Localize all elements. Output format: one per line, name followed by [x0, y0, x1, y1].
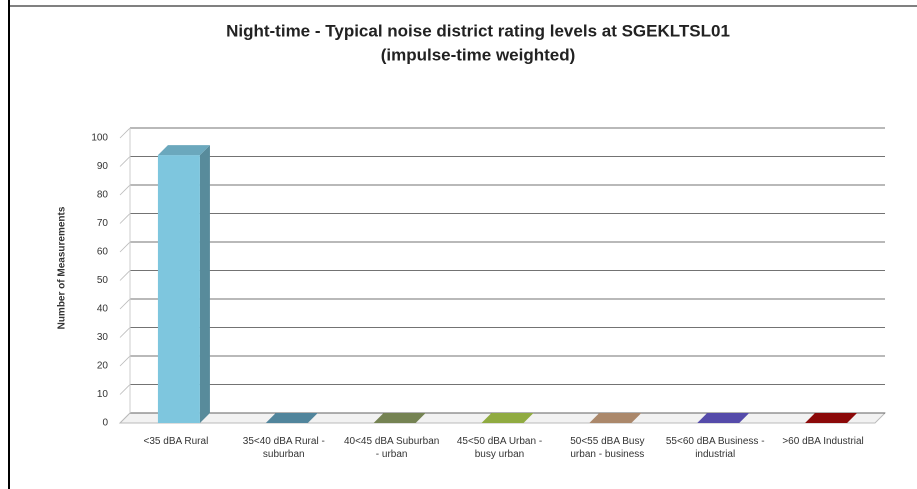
- y-tick-label: 40: [97, 304, 109, 315]
- grid-side: [119, 355, 131, 367]
- grid-side: [119, 184, 131, 196]
- grid-side: [119, 156, 131, 167]
- grid-side: [119, 270, 131, 281]
- chart-title: Night-time - Typical noise district rati…: [226, 21, 730, 40]
- y-tick-label: 30: [97, 332, 109, 343]
- x-tick-label: >60 dBA Industrial: [782, 436, 864, 447]
- y-tick-label: 20: [97, 361, 109, 372]
- grid-side: [119, 127, 131, 139]
- y-tick-label: 80: [97, 190, 109, 201]
- x-tick-label: 35<40 dBA Rural - suburban: [242, 436, 325, 460]
- grid-side: [119, 327, 131, 338]
- bar-top: [805, 413, 858, 423]
- bar-top: [373, 413, 426, 423]
- bar-top: [589, 413, 642, 423]
- y-tick-label: 0: [102, 418, 108, 429]
- y-tick-label: 70: [97, 218, 109, 229]
- bar-side: [199, 145, 210, 423]
- y-axis-label: Number of Measurements: [57, 206, 68, 329]
- grid-side: [119, 213, 131, 224]
- y-tick-label: 50: [97, 275, 109, 286]
- x-tick-label: 45<50 dBA Urban - busy urban: [456, 436, 543, 460]
- y-tick-label: 10: [97, 389, 109, 400]
- grid-side: [119, 241, 131, 253]
- x-tick-label: 40<45 dBA Suburban - urban: [343, 436, 440, 460]
- x-tick-label: 50<55 dBA Busy urban - business: [570, 436, 645, 460]
- chart-subtitle: (impulse-time weighted): [381, 45, 576, 64]
- bar: [157, 155, 200, 423]
- bar-top: [481, 413, 534, 423]
- bar-top: [265, 413, 318, 423]
- x-tick-label: 55<60 dBA Business - industrial: [665, 436, 765, 460]
- grid-side: [119, 384, 131, 395]
- grid-side: [119, 298, 131, 310]
- bar-top: [157, 145, 210, 156]
- y-tick-label: 60: [97, 247, 109, 258]
- y-tick-label: 100: [91, 133, 108, 144]
- grid-side: [119, 412, 131, 424]
- x-tick-label: <35 dBA Rural: [143, 436, 209, 447]
- y-tick-label: 90: [97, 161, 109, 172]
- bar-top: [697, 413, 750, 423]
